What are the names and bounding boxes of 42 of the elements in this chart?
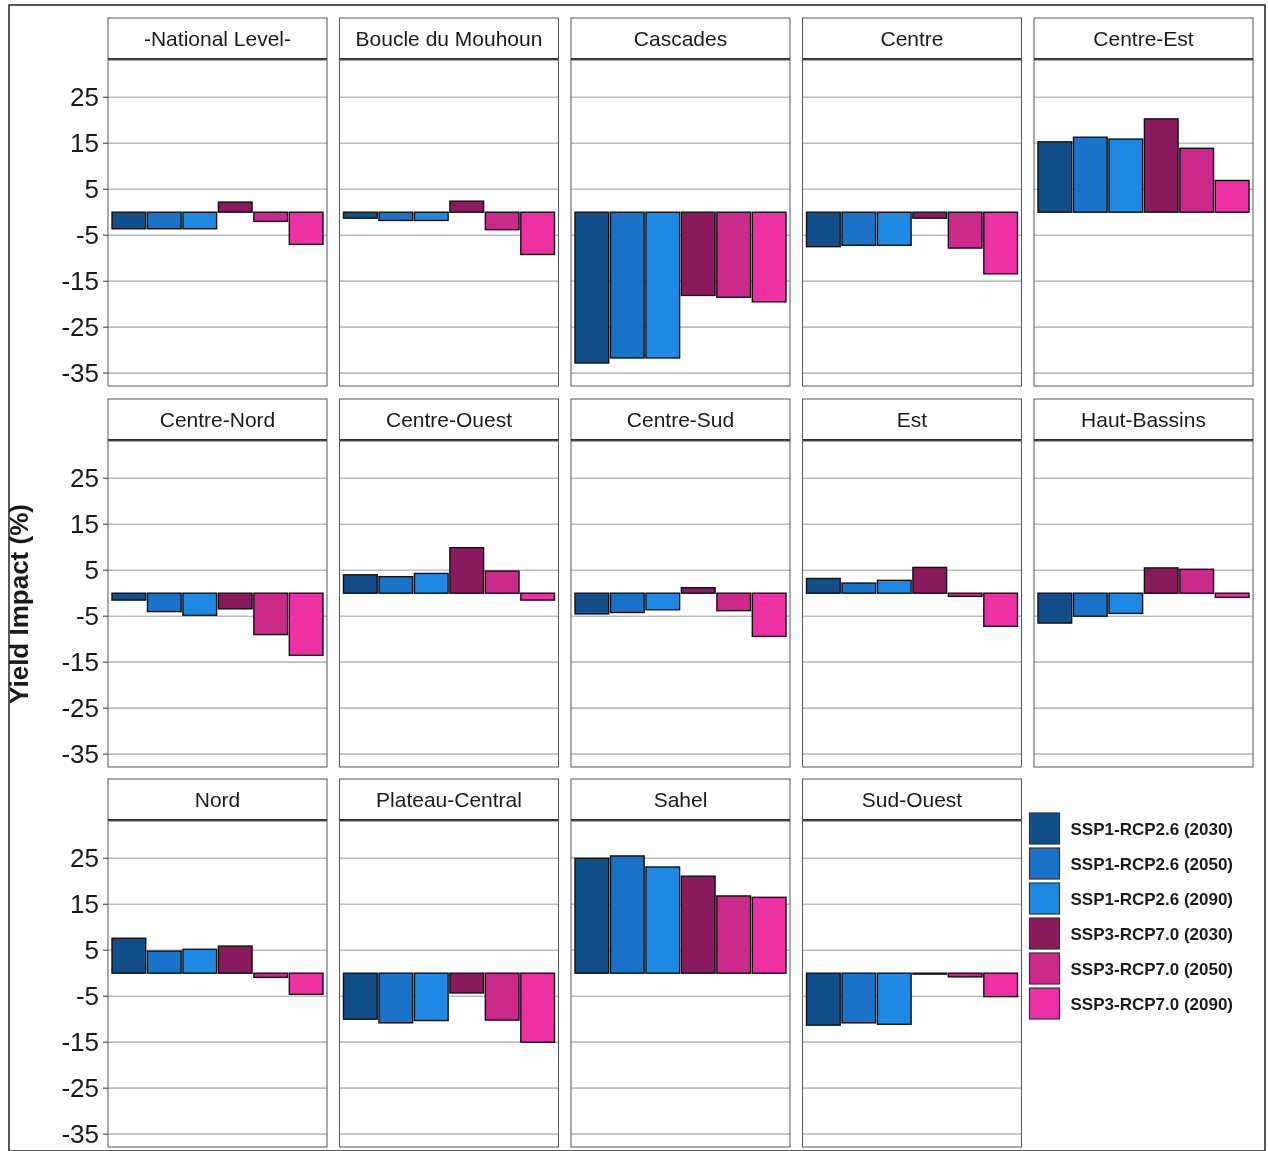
- y-tick-label: -15: [61, 266, 99, 297]
- y-tick-label: 5: [84, 935, 99, 966]
- y-tick-label: 5: [84, 174, 99, 205]
- x-tick-label: Plateau-Central: [376, 787, 522, 811]
- x-tick-label: Centre-Nord: [159, 407, 276, 431]
- y-tick-label: -35: [61, 739, 99, 770]
- y-tick-label: -25: [61, 312, 99, 343]
- y-tick-label: -35: [61, 1119, 99, 1150]
- y-tick-label: -35: [61, 358, 99, 389]
- y-tick-label: 25: [70, 843, 99, 874]
- legend-label: SSP1-RCP2.6 (2030): [1070, 820, 1234, 839]
- legend-label: SSP1-RCP2.6 (2050): [1070, 855, 1234, 874]
- x-tick-label: Centre: [880, 26, 944, 50]
- legend-label: SSP1-RCP2.6 (2090): [1070, 890, 1234, 909]
- y-tick-label: 25: [70, 82, 99, 113]
- x-tick-label: Est: [896, 407, 928, 431]
- y-tick-label: -15: [61, 1027, 99, 1058]
- legend-label: SSP3-RCP7.0 (2090): [1070, 995, 1234, 1014]
- x-tick-label: Boucle du Mouhoun: [355, 26, 543, 50]
- y-tick-label: -25: [61, 1073, 99, 1104]
- y-axis-title: Yield Impact (%): [4, 504, 34, 704]
- y-tick-label: 5: [84, 555, 99, 586]
- x-tick-label: Cascades: [633, 26, 728, 50]
- legend-label: SSP3-RCP7.0 (2050): [1070, 960, 1234, 979]
- y-tick-label: -25: [61, 693, 99, 724]
- y-tick-label: 15: [70, 128, 99, 159]
- y-tick-label: 15: [70, 509, 99, 540]
- x-tick-label: Sud-Ouest: [861, 787, 963, 811]
- x-tick-label: Nord: [194, 787, 241, 811]
- y-tick-label: 15: [70, 889, 99, 920]
- y-tick-label: -5: [75, 601, 99, 632]
- y-tick-label: -15: [61, 647, 99, 678]
- x-tick-label: Centre-Est: [1093, 26, 1194, 50]
- y-tick-label: -5: [75, 981, 99, 1012]
- x-tick-label: Haut-Bassins: [1081, 407, 1206, 431]
- legend-label: SSP3-RCP7.0 (2030): [1070, 925, 1234, 944]
- x-tick-label: Centre-Ouest: [385, 407, 513, 431]
- y-tick-label: 25: [70, 463, 99, 494]
- x-tick-label: Centre-Sud: [626, 407, 735, 431]
- x-tick-label: Sahel: [653, 787, 708, 811]
- x-tick-label: -National Level-: [143, 26, 292, 50]
- y-tick-label: -5: [75, 220, 99, 251]
